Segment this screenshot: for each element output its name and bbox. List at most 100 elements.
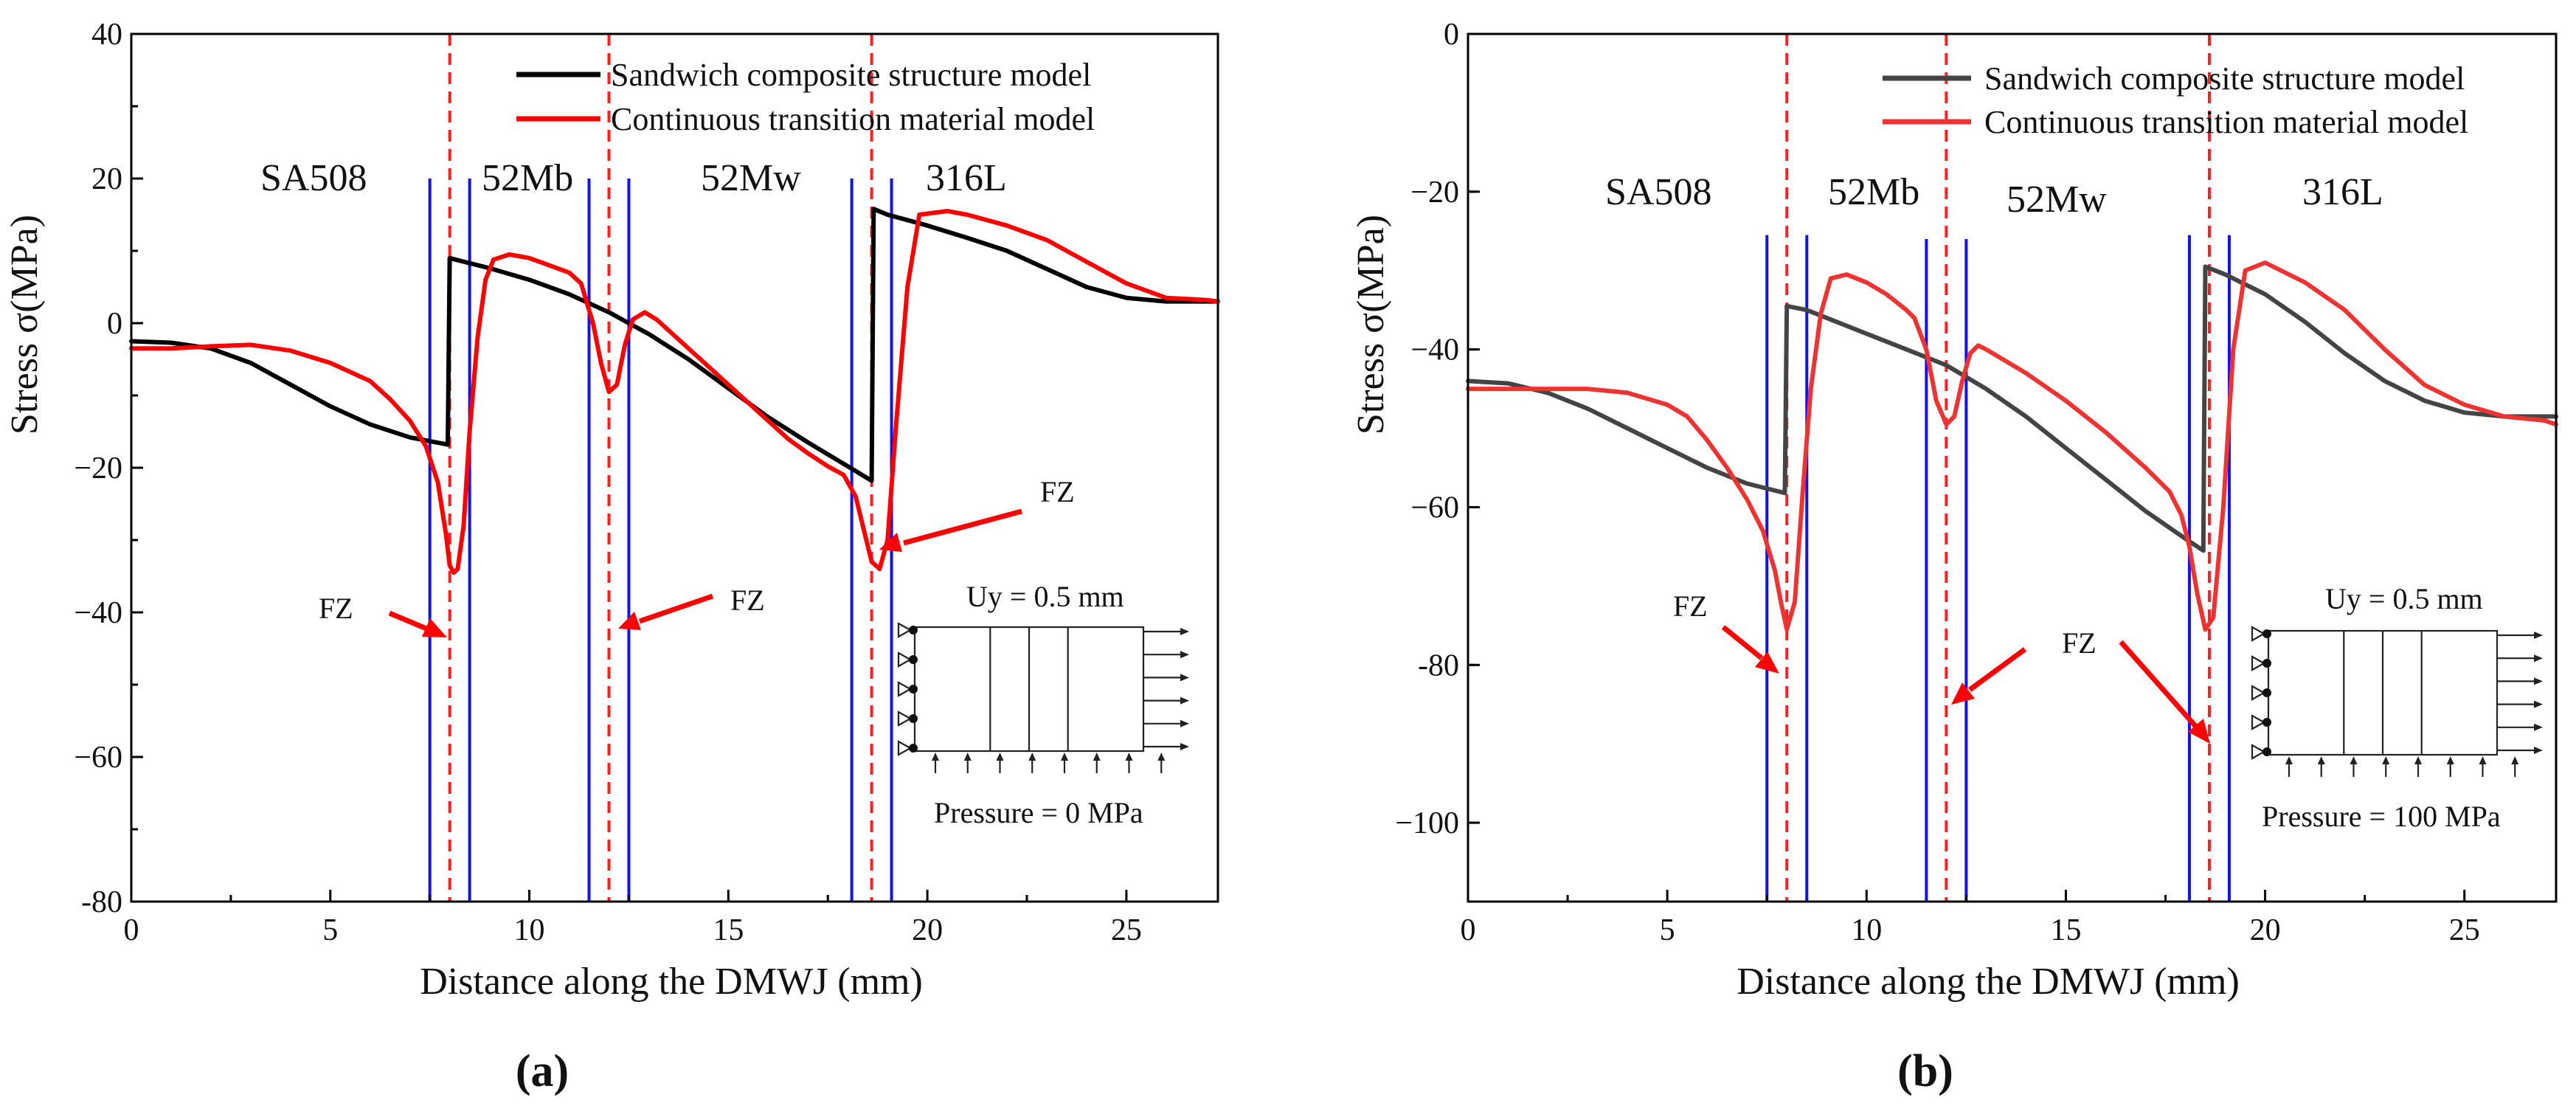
panel-a-inset-arrowhead <box>1180 696 1189 705</box>
panel-a-y-axis-title: Stress σ(MPa) <box>4 215 46 435</box>
panel-a-inset-pin <box>909 685 918 694</box>
panel-a-zone-label-sa508: SA508 <box>260 157 367 199</box>
panel-a-inset-arrowhead <box>1028 753 1036 761</box>
panel-b-zone-lines <box>1765 34 2231 902</box>
panel-a-zone-label-52mb: 52Mb <box>482 157 573 199</box>
panel-b-inset-arrowhead <box>2534 654 2543 663</box>
panel-b-x-tick-label: 25 <box>2449 913 2480 947</box>
panel-b-inset-arrowhead <box>2382 756 2390 764</box>
panel-b-inset-pin <box>2262 747 2271 756</box>
panel-b-y-tick-label: −60 <box>1410 491 1459 525</box>
panel-b-y-tick-label: −100 <box>1395 806 1459 840</box>
panel-a-chart: 0 5 10 15 20 25 -80 −60 −40 −20 0 20 40 Stress σ(MPa… <box>4 18 1220 1096</box>
panel-b-fz-arrow-1 <box>1721 625 1764 660</box>
panel-a-boundary-condition-inset: Uy = 0.5 mm Pressure = 0 MPa <box>897 580 1189 829</box>
panel-a-x-tick-label: 15 <box>713 913 744 947</box>
panel-a-fz-arrowhead-3 <box>879 533 902 552</box>
panel-b-inset-support <box>2251 626 2266 642</box>
panel-b-y-tick-label: -80 <box>1418 649 1459 682</box>
panel-b-fz-arrow-3 <box>2119 640 2198 729</box>
panel-a-inset-arrowhead <box>1061 753 1068 761</box>
panel-a-fz-arrow-2 <box>638 593 714 624</box>
panel-a-y-tick-label: −40 <box>74 596 122 630</box>
panel-b-inset-support <box>2251 685 2266 701</box>
panel-b-chart: 0 5 10 15 20 25 −100 -80 −60 −40 −20 0 Stress σ(MPa… <box>1350 18 2558 1096</box>
panel-b-inset-pressure: Pressure = 100 MPa <box>2262 800 2501 833</box>
panel-a-inset-arrowhead <box>1093 753 1101 761</box>
panel-b-x-tick-label: 10 <box>1851 913 1882 947</box>
panel-a-inset-arrowhead <box>1180 651 1189 659</box>
panel-a-inset-arrowhead <box>1180 743 1189 750</box>
panel-b-inset-support <box>2251 744 2266 760</box>
panel-a-inset-arrowhead <box>1180 719 1189 727</box>
panel-a-inset-arrowhead <box>963 753 972 761</box>
panel-a-x-tick-label: 20 <box>912 913 943 947</box>
panel-b-inset-arrowhead <box>2350 756 2358 764</box>
panel-b-inset-arrowhead <box>2317 756 2325 764</box>
panel-a-fz-arrow-1 <box>388 610 428 632</box>
panel-a-fz-arrow-3 <box>903 508 1022 546</box>
panel-a-inset-arrowhead <box>1180 674 1189 682</box>
panel-b-inset-support <box>2251 714 2266 730</box>
panel-b-y-axis-title: Stress σ(MPa) <box>1350 215 1392 435</box>
panel-a-y-tick-label: −60 <box>74 741 122 775</box>
panel-a-inset-arrowhead <box>932 753 939 761</box>
panel-b-fz-arrow-2 <box>1967 647 2027 692</box>
panel-a-inset-pressure: Pressure = 0 MPa <box>934 796 1143 829</box>
panel-a-inset-arrowhead <box>1180 628 1189 635</box>
panel-a-x-axis-title: Distance along the DMWJ (mm) <box>420 961 923 1003</box>
panel-a-fz-arrowhead-1 <box>422 618 447 637</box>
panel-a-inset-arrowhead <box>1125 753 1133 761</box>
panel-a-inset-displacement: Uy = 0.5 mm <box>966 580 1124 613</box>
panel-b-inset-support <box>2251 655 2266 671</box>
panel-b-x-axis-title: Distance along the DMWJ (mm) <box>1737 961 2240 1003</box>
panel-a-inset-support <box>897 710 913 727</box>
panel-b-series <box>1466 260 2558 632</box>
panel-a-fz-label-3: FZ <box>1040 475 1075 508</box>
panel-a-inset-pin <box>909 744 918 753</box>
panel-b-inset-arrowhead <box>2534 747 2543 754</box>
panel-b-inset-pin <box>2262 688 2271 697</box>
panel-b-ticks: 0 5 10 15 20 25 −100 -80 −60 −40 −20 0 <box>1395 18 2479 947</box>
panel-b-inset-displacement: Uy = 0.5 mm <box>2325 582 2483 615</box>
panel-b-y-tick-label: −20 <box>1410 176 1459 210</box>
panel-a-fz-arrowhead-2 <box>618 612 641 630</box>
panel-b-x-tick-label: 5 <box>1660 913 1675 947</box>
panel-b-inset-arrowhead <box>2534 632 2543 639</box>
panel-b-inset-arrowhead <box>2446 756 2454 764</box>
panel-b-zone-label-316l: 316L <box>2302 171 2383 213</box>
panel-a-legend-label-continuous: Continuous transition material model <box>611 101 1095 137</box>
panel-a-continuous-model-line <box>129 209 1220 575</box>
panel-a-sandwich-model-line <box>129 207 1220 483</box>
panel-a-zone-label-316l: 316L <box>926 157 1007 199</box>
panel-a-ticks: 0 5 10 15 20 25 -80 −60 −40 −20 0 20 40 <box>74 18 1142 947</box>
panel-b-inset-pin <box>2262 718 2271 727</box>
panel-b-fz-label-2: FZ <box>2062 626 2097 660</box>
panel-b-label: (b) <box>1897 1046 1953 1096</box>
panel-a-x-tick-label: 10 <box>514 913 545 947</box>
panel-b-boundary-condition-inset: Uy = 0.5 mm Pressure = 100 MPa <box>2251 582 2543 833</box>
panel-a-zone-label-52mw: 52Mw <box>701 157 801 199</box>
panel-b-inset-pin <box>2262 629 2271 638</box>
panel-a-inset-support <box>897 622 913 638</box>
panel-a-label: (a) <box>516 1046 569 1096</box>
panel-b-inset-arrowhead <box>2414 756 2422 764</box>
panel-a-inset-arrowhead <box>996 753 1004 761</box>
panel-b-y-tick-label: −40 <box>1410 333 1459 367</box>
panel-b-continuous-model-line <box>1466 260 2558 632</box>
panel-a-fz-label-1: FZ <box>319 592 353 625</box>
panel-b-y-tick-label: 0 <box>1444 18 1459 52</box>
panel-b-zone-label-52mb: 52Mb <box>1828 171 1919 213</box>
panel-a-inset-pin <box>909 626 918 635</box>
panel-b-sandwich-model-line <box>1466 264 2558 553</box>
panel-b-inset-arrowhead <box>2534 700 2543 708</box>
panel-b-inset-arrowhead <box>2479 756 2487 764</box>
panel-b-zone-label-52mw: 52Mw <box>2007 179 2107 221</box>
panel-b-inset-arrowhead <box>2511 756 2519 764</box>
panel-a-fz-label-2: FZ <box>730 584 765 617</box>
panel-b-plot-frame <box>1467 32 2558 903</box>
panel-a-series <box>129 207 1220 575</box>
panel-b-inset-pin <box>2262 659 2271 668</box>
panel-a-inset-support <box>897 740 913 756</box>
